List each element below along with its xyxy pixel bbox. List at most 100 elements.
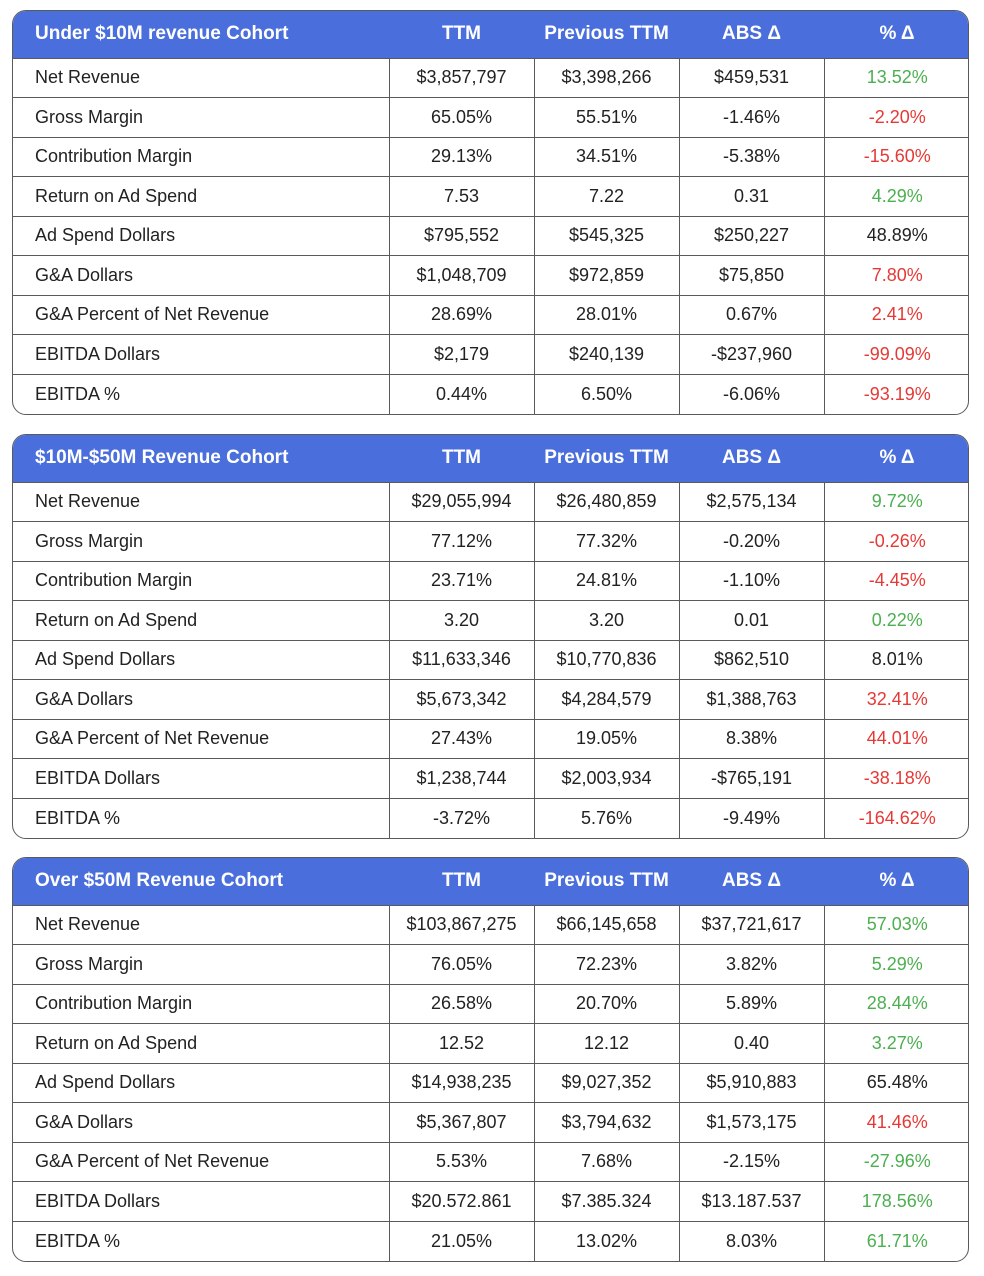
pct-delta-value-cell: -93.19% bbox=[823, 373, 968, 414]
metric-name-cell: Return on Ad Spend bbox=[13, 1023, 389, 1063]
previous-ttm-value-cell: 6.50% bbox=[533, 373, 679, 414]
table-row: Ad Spend Dollars $795,552 $545,325 $250,227… bbox=[13, 215, 968, 256]
table-row: G&A Percent of Net Revenue 5.53% 7.68% -2.1… bbox=[13, 1141, 968, 1182]
previous-ttm-value-cell: 5.76% bbox=[533, 797, 679, 838]
previous-ttm-value-cell: $2,003,934 bbox=[533, 758, 679, 798]
ttm-value-cell: 76.05% bbox=[388, 944, 534, 984]
ttm-value-cell: 23.71% bbox=[388, 560, 534, 601]
ttm-value-cell: 3.20 bbox=[388, 600, 534, 640]
table-row: Ad Spend Dollars $11,633,346 $10,770,836 $8… bbox=[13, 639, 968, 680]
abs-delta-value-cell: -5.38% bbox=[678, 136, 824, 177]
cohort-table-over-50m: Over $50M Revenue Cohort TTM Previous TT… bbox=[12, 857, 969, 1262]
pct-delta-value-cell: 61.71% bbox=[823, 1220, 968, 1261]
previous-ttm-value-cell: 13.02% bbox=[533, 1220, 679, 1261]
abs-delta-value-cell: $75,850 bbox=[678, 255, 824, 295]
cohort-title: Under $10M revenue Cohort bbox=[35, 23, 289, 45]
previous-ttm-value-cell: $9,027,352 bbox=[533, 1062, 679, 1103]
table-row: Gross Margin 65.05% 55.51% -1.46% -2.20% bbox=[13, 97, 968, 137]
table-row: Ad Spend Dollars $14,938,235 $9,027,352 $5,… bbox=[13, 1062, 968, 1103]
table-header-row: $10M-$50M Revenue Cohort TTM Previous TT… bbox=[13, 435, 968, 482]
column-header-pct-delta: % Δ bbox=[879, 23, 915, 45]
ttm-value-cell: $1,048,709 bbox=[388, 255, 534, 295]
abs-delta-value-cell: -2.15% bbox=[678, 1141, 824, 1182]
cohort-table-10m-50m: $10M-$50M Revenue Cohort TTM Previous TT… bbox=[12, 434, 969, 839]
ttm-value-cell: $11,633,346 bbox=[388, 639, 534, 680]
table-row: EBITDA Dollars $1,238,744 $2,003,934 -$765,… bbox=[13, 758, 968, 798]
previous-ttm-value-cell: 55.51% bbox=[533, 97, 679, 137]
metric-name-cell: EBITDA % bbox=[13, 1220, 389, 1261]
ttm-value-cell: $5,367,807 bbox=[388, 1102, 534, 1142]
previous-ttm-value-cell: 19.05% bbox=[533, 718, 679, 759]
table-row: G&A Dollars $5,367,807 $3,794,632 $1,573,17… bbox=[13, 1102, 968, 1142]
previous-ttm-value-cell: $4,284,579 bbox=[533, 679, 679, 719]
cohort-table-under-10m: Under $10M revenue Cohort TTM Previous T… bbox=[12, 10, 969, 415]
table-row: Return on Ad Spend 12.52 12.12 0.40 3.27% bbox=[13, 1023, 968, 1063]
previous-ttm-value-cell: $26,480,859 bbox=[533, 481, 679, 522]
abs-delta-value-cell: 8.38% bbox=[678, 718, 824, 759]
table-row: Gross Margin 76.05% 72.23% 3.82% 5.29% bbox=[13, 944, 968, 984]
ttm-value-cell: 21.05% bbox=[388, 1220, 534, 1261]
pct-delta-value-cell: 13.52% bbox=[823, 57, 968, 98]
pct-delta-value-cell: 3.27% bbox=[823, 1023, 968, 1063]
pct-delta-value-cell: -27.96% bbox=[823, 1141, 968, 1182]
abs-delta-value-cell: -$765,191 bbox=[678, 758, 824, 798]
pct-delta-value-cell: -0.26% bbox=[823, 521, 968, 561]
table-row: G&A Percent of Net Revenue 28.69% 28.01% 0.… bbox=[13, 294, 968, 335]
abs-delta-value-cell: 0.40 bbox=[678, 1023, 824, 1063]
pct-delta-value-cell: 32.41% bbox=[823, 679, 968, 719]
previous-ttm-value-cell: 3.20 bbox=[533, 600, 679, 640]
previous-ttm-value-cell: $240,139 bbox=[533, 334, 679, 374]
metric-name-cell: G&A Percent of Net Revenue bbox=[13, 718, 389, 759]
pct-delta-value-cell: 65.48% bbox=[823, 1062, 968, 1103]
metrics-table: Under $10M revenue Cohort TTM Previous T… bbox=[13, 11, 968, 414]
ttm-value-cell: $2,179 bbox=[388, 334, 534, 374]
metric-name-cell: Return on Ad Spend bbox=[13, 600, 389, 640]
abs-delta-value-cell: -1.10% bbox=[678, 560, 824, 601]
pct-delta-value-cell: 44.01% bbox=[823, 718, 968, 759]
pct-delta-value-cell: 57.03% bbox=[823, 904, 968, 945]
pct-delta-value-cell: -15.60% bbox=[823, 136, 968, 177]
table-header-row: Over $50M Revenue Cohort TTM Previous TT… bbox=[13, 858, 968, 905]
abs-delta-value-cell: 0.01 bbox=[678, 600, 824, 640]
previous-ttm-value-cell: $3,794,632 bbox=[533, 1102, 679, 1142]
ttm-value-cell: 29.13% bbox=[388, 136, 534, 177]
metric-name-cell: Gross Margin bbox=[13, 944, 389, 984]
pct-delta-value-cell: 5.29% bbox=[823, 944, 968, 984]
previous-ttm-value-cell: 12.12 bbox=[533, 1023, 679, 1063]
metrics-table: $10M-$50M Revenue Cohort TTM Previous TT… bbox=[13, 435, 968, 838]
pct-delta-value-cell: 48.89% bbox=[823, 215, 968, 256]
metric-name-cell: G&A Dollars bbox=[13, 679, 389, 719]
cohort-title: Over $50M Revenue Cohort bbox=[35, 870, 284, 892]
previous-ttm-value-cell: $10,770,836 bbox=[533, 639, 679, 680]
ttm-value-cell: $795,552 bbox=[388, 215, 534, 256]
table-row: Contribution Margin 29.13% 34.51% -5.38% -15… bbox=[13, 136, 968, 177]
metric-name-cell: Contribution Margin bbox=[13, 136, 389, 177]
previous-ttm-value-cell: 20.70% bbox=[533, 983, 679, 1024]
metric-name-cell: G&A Dollars bbox=[13, 255, 389, 295]
abs-delta-value-cell: 5.89% bbox=[678, 983, 824, 1024]
table-row: Contribution Margin 26.58% 20.70% 5.89% 28.4… bbox=[13, 983, 968, 1024]
table-row: G&A Percent of Net Revenue 27.43% 19.05% 8.… bbox=[13, 718, 968, 759]
previous-ttm-value-cell: 34.51% bbox=[533, 136, 679, 177]
previous-ttm-value-cell: 24.81% bbox=[533, 560, 679, 601]
metric-name-cell: Return on Ad Spend bbox=[13, 176, 389, 216]
pct-delta-value-cell: -38.18% bbox=[823, 758, 968, 798]
ttm-value-cell: 12.52 bbox=[388, 1023, 534, 1063]
ttm-value-cell: -3.72% bbox=[388, 797, 534, 838]
ttm-value-cell: 77.12% bbox=[388, 521, 534, 561]
ttm-value-cell: $1,238,744 bbox=[388, 758, 534, 798]
cohort-title: $10M-$50M Revenue Cohort bbox=[35, 447, 289, 469]
column-header-abs-delta: ABS Δ bbox=[721, 870, 782, 892]
abs-delta-value-cell: $250,227 bbox=[678, 215, 824, 256]
table-row: Net Revenue $103,867,275 $66,145,658 $37,72… bbox=[13, 904, 968, 945]
previous-ttm-value-cell: 72.23% bbox=[533, 944, 679, 984]
abs-delta-value-cell: $13.187.537 bbox=[678, 1181, 824, 1221]
abs-delta-value-cell: 8.03% bbox=[678, 1220, 824, 1261]
pct-delta-value-cell: 41.46% bbox=[823, 1102, 968, 1142]
column-header-previous-ttm: Previous TTM bbox=[544, 447, 669, 469]
abs-delta-value-cell: -0.20% bbox=[678, 521, 824, 561]
table-row: EBITDA % 0.44% 6.50% -6.06% -93.19% bbox=[13, 373, 968, 414]
abs-delta-value-cell: $459,531 bbox=[678, 57, 824, 98]
column-header-ttm: TTM bbox=[441, 23, 482, 45]
previous-ttm-value-cell: 7.68% bbox=[533, 1141, 679, 1182]
